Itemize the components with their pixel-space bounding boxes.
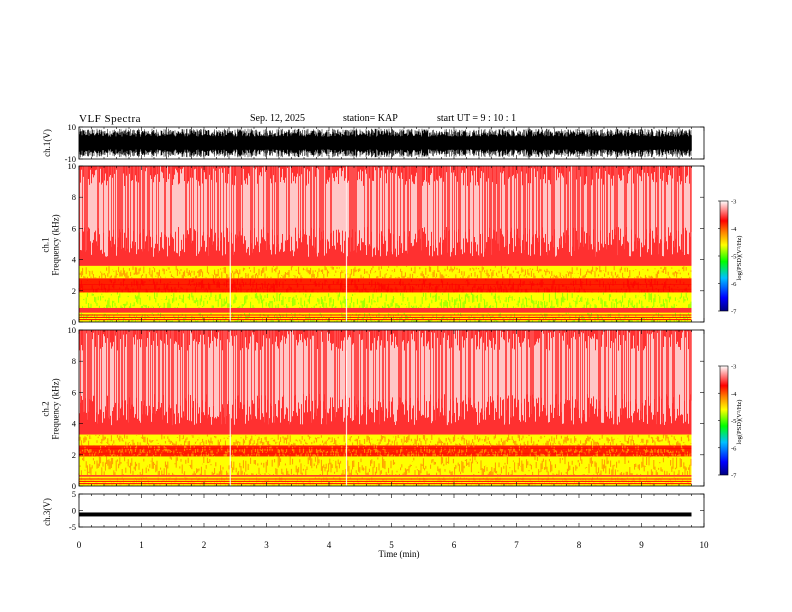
time-tick-label: 2 xyxy=(202,540,207,550)
time-tick-label: 7 xyxy=(514,540,519,550)
ch2-spectrogram-ytick-label: 10 xyxy=(68,325,77,335)
ch2-spectrogram-ytick-label: 0 xyxy=(72,481,76,491)
ch1-waveform-trace xyxy=(78,128,692,158)
ch2-colorbar: -3 -4 -5 -6 -7 xyxy=(718,364,737,480)
time-tick-label: 1 xyxy=(139,540,144,550)
figure-title: VLF Spectra xyxy=(79,113,142,125)
start-time-label: start UT = 9 : 10 : 1 xyxy=(437,113,517,124)
ch1-colorbar-tick-label: -3 xyxy=(731,199,736,206)
ch1-colorbar-tick-label: -6 xyxy=(731,281,737,288)
ch2-colorbar-tick-label: -4 xyxy=(731,391,737,398)
time-tick-label: 6 xyxy=(452,540,457,550)
station-label: station= KAP xyxy=(343,113,398,124)
ch1-colorbar: -3 -4 -5 -6 -7 xyxy=(718,199,737,316)
ch2-spectrogram-ytick-label: 8 xyxy=(72,356,76,366)
ch2-spectrogram-ytick-label: 4 xyxy=(72,419,77,429)
ch2-spectrogram-low-power-speckle xyxy=(79,330,689,426)
ch3-voltage-axis-label: ch.3(V) xyxy=(42,498,52,526)
ch1-spectrogram-ytick-label: 8 xyxy=(72,192,76,202)
ch1-colorbar-tick-label: -5 xyxy=(731,254,736,261)
ch1-spectrogram-ytick-label: 2 xyxy=(72,286,76,296)
ch2-frequency-axis-label: ch.2Frequency (kHz) xyxy=(40,378,60,439)
time-tick-label: 4 xyxy=(327,540,332,550)
ch1-frequency-axis-label: ch.1Frequency (kHz) xyxy=(40,214,60,275)
time-tick-label: 9 xyxy=(639,540,644,550)
time-tick-label: 0 xyxy=(77,540,82,550)
ch1-voltage-axis-label: ch.1(V) xyxy=(42,129,52,157)
time-axis: 0 1 2 3 4 5 6 7 8 9 10 xyxy=(77,540,709,550)
time-tick-label: 10 xyxy=(700,540,710,550)
ch2-colorbar-scale xyxy=(719,365,729,476)
ch2-colorbar-tick-label: -6 xyxy=(731,445,737,452)
ch1-waveform-panel: 10 -10 xyxy=(65,122,705,164)
ch3-waveform-panel: 5 0 -5 xyxy=(69,489,705,532)
ch1-spectrogram-ytick-label: 10 xyxy=(68,161,77,171)
ch1-colorbar-tick-label: -7 xyxy=(731,309,737,316)
ch1-spectrogram-band xyxy=(79,265,692,279)
ch2-colorbar-tick-label: -3 xyxy=(731,364,736,371)
ch2-spectrogram-ytick-label: 6 xyxy=(72,387,76,397)
ch3-waveform-trace xyxy=(79,512,692,517)
time-tick-label: 5 xyxy=(389,540,394,550)
ch1-colorbar-tick-label: -4 xyxy=(731,226,737,233)
time-tick-label: 3 xyxy=(264,540,269,550)
ch1-spectrogram-panel: 0 2 4 6 8 10 xyxy=(68,161,705,327)
time-axis-label: Time (min) xyxy=(379,549,420,559)
ch1-waveform-ytick-label: -10 xyxy=(65,154,76,164)
date-label: Sep. 12, 2025 xyxy=(250,113,305,124)
ch2-spectrogram-panel: 0 2 4 6 8 10 xyxy=(68,325,705,491)
ch3-waveform-ytick-label: -5 xyxy=(69,522,76,532)
ch1-spectrogram-red-streaks xyxy=(79,166,692,257)
ch1-colorbar-scale xyxy=(719,200,729,312)
ch1-colorbar-label: log(PSD)(V²/Hz) xyxy=(736,236,743,281)
ch1-spectrogram-low-power-speckle xyxy=(80,166,690,257)
ch1-waveform-ytick-label: 10 xyxy=(68,122,77,132)
ch1-spectrogram-ytick-label: 4 xyxy=(72,255,77,265)
ch3-waveform-ytick-label: 5 xyxy=(72,489,76,499)
ch2-colorbar-label: log(PSD)(V²/Hz) xyxy=(736,400,743,445)
ch2-colorbar-tick-label: -5 xyxy=(731,418,736,425)
ch2-colorbar-tick-label: -7 xyxy=(731,473,737,480)
time-tick-label: 8 xyxy=(577,540,582,550)
ch3-waveform-ytick-label: 0 xyxy=(72,506,76,516)
ch2-spectrogram-red-streaks xyxy=(80,330,692,426)
ch1-spectrogram-ytick-label: 0 xyxy=(72,317,76,327)
ch2-spectrogram-ytick-label: 2 xyxy=(72,450,76,460)
ch3-waveform-frame xyxy=(78,493,705,528)
ch1-spectrogram-ytick-label: 6 xyxy=(72,223,76,233)
